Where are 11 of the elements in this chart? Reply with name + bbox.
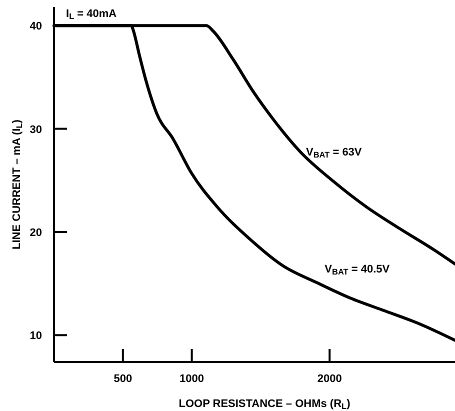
x-tick-label: 2000 <box>317 373 342 385</box>
series-label: V$_{BAT}$ = 63V <box>306 146 362 160</box>
x-axis-title: LOOP RESISTANCE – OHMs (R$_{L}$) <box>178 398 351 411</box>
y-tick-label: 40 <box>30 20 42 33</box>
annotation: I$_{L}$ = 40mA <box>66 8 117 22</box>
y-tick-label: 20 <box>30 226 42 239</box>
y-tick-label: 10 <box>30 330 42 342</box>
x-tick-label: 500 <box>114 373 132 385</box>
y-tick-label: 30 <box>30 124 42 136</box>
x-tick-label: 1000 <box>180 373 204 385</box>
series-label: V$_{BAT}$ = 40.5V <box>324 264 390 277</box>
